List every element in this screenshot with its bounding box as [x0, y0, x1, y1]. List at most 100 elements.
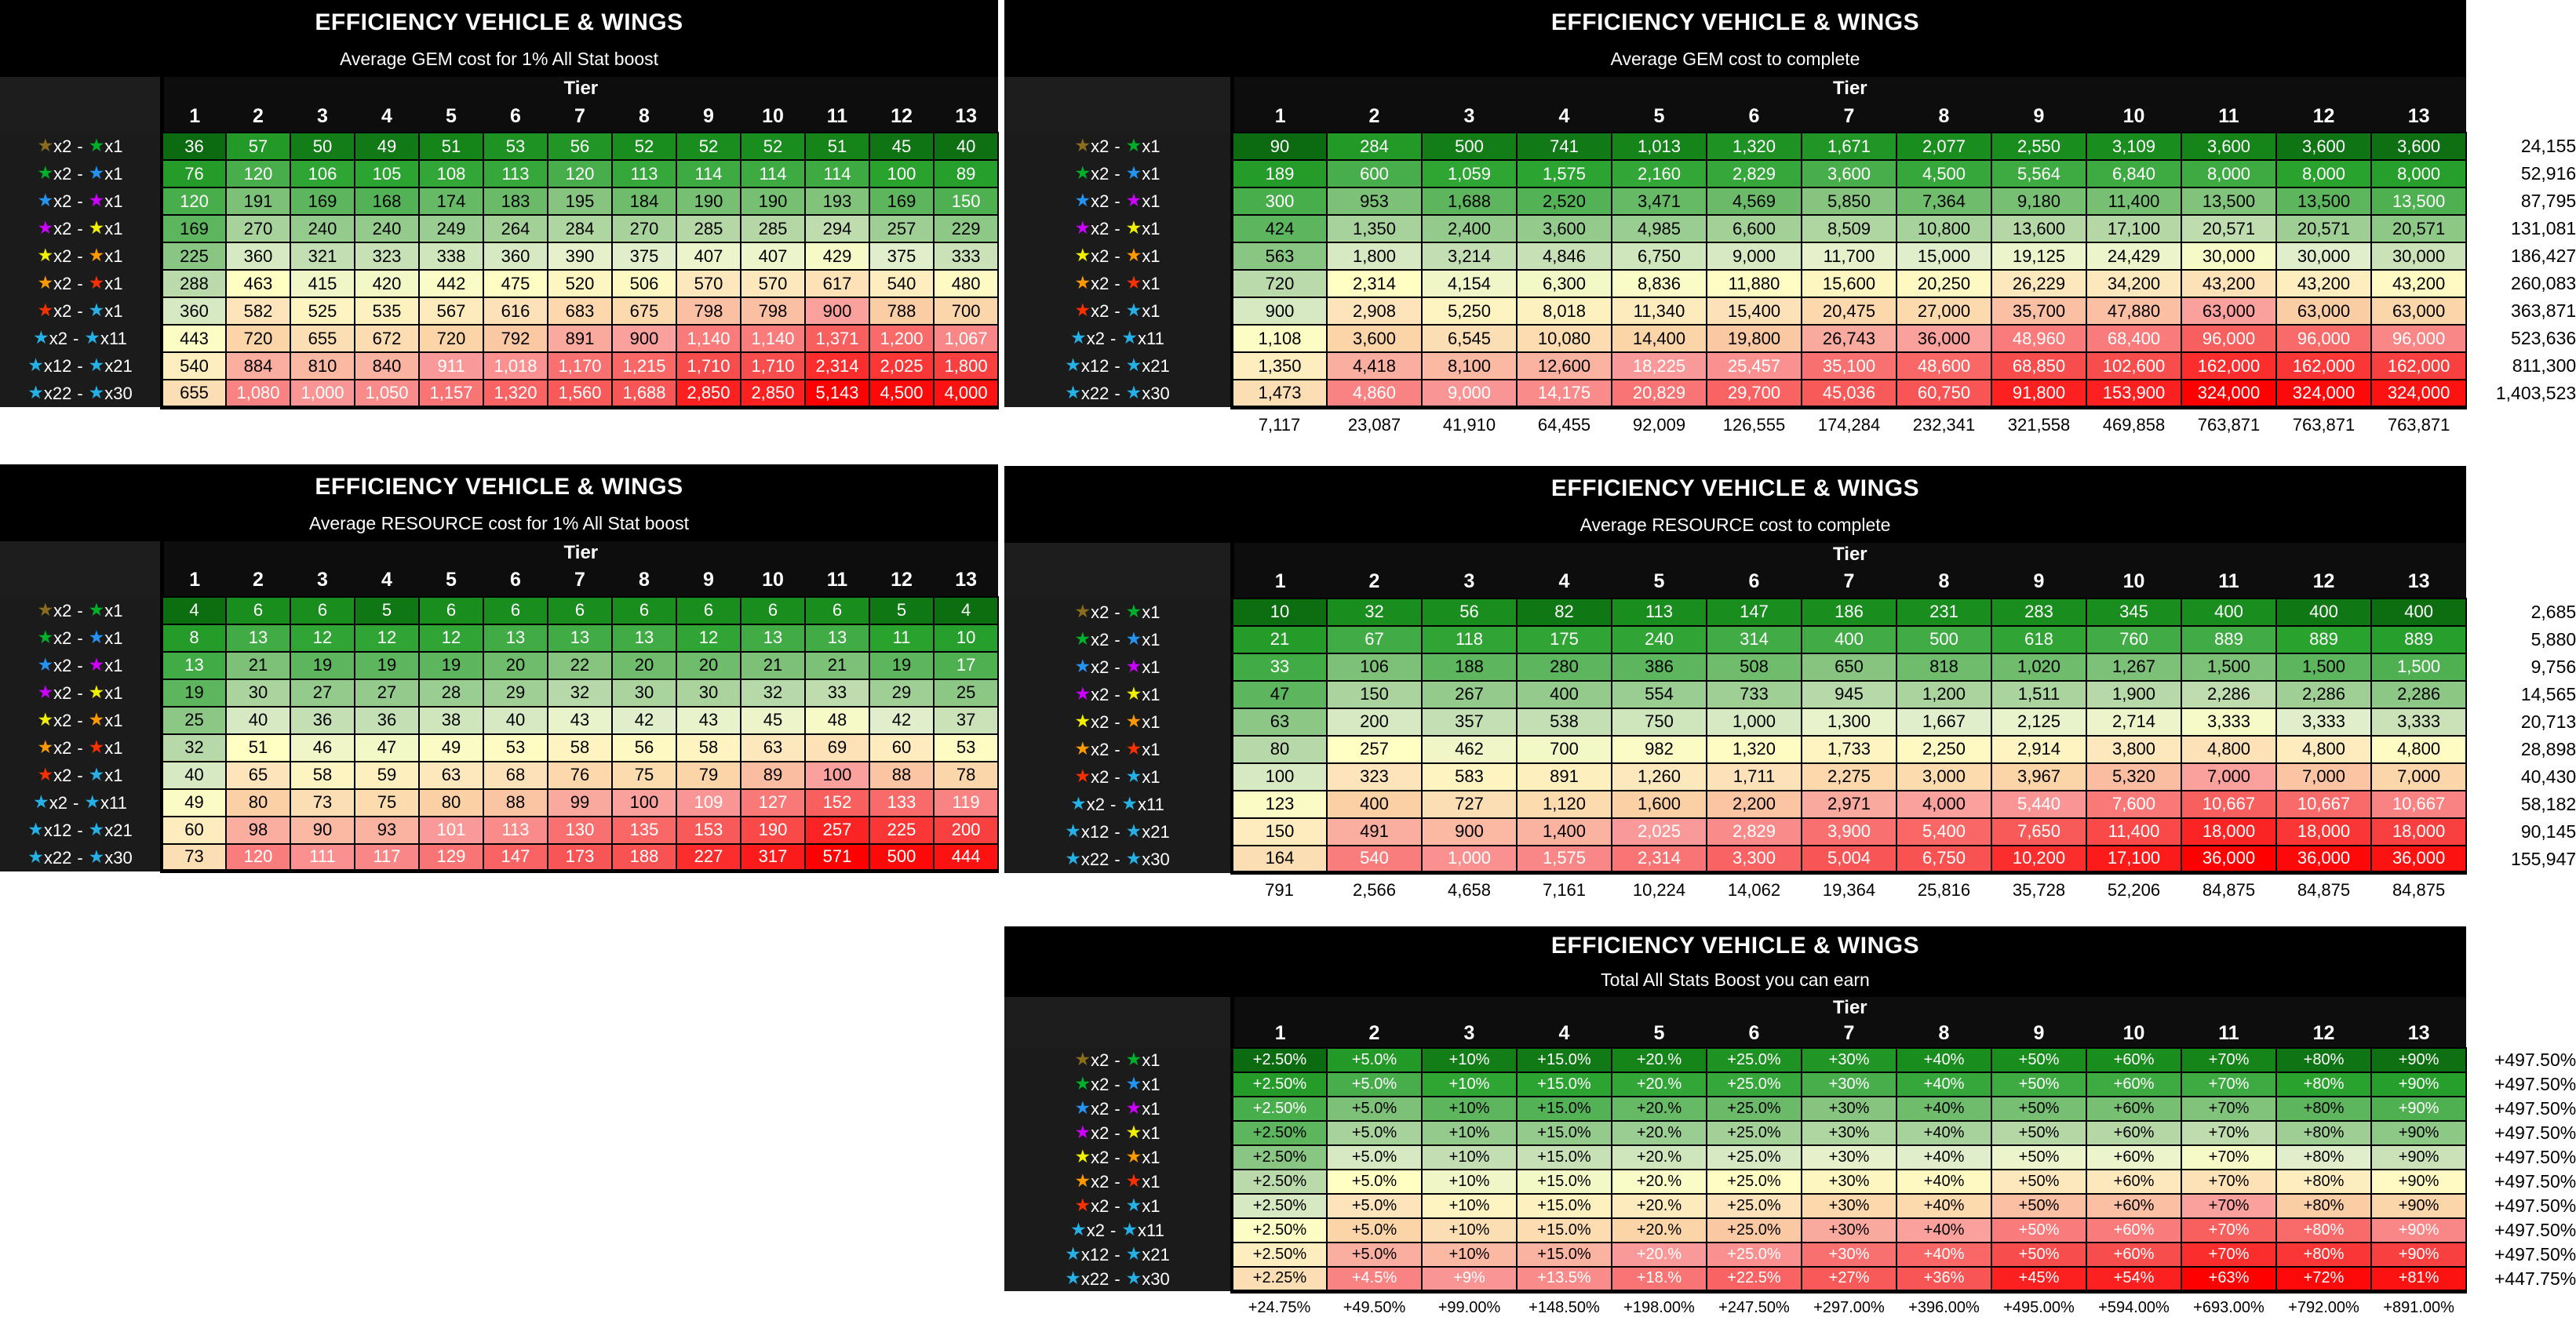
row-label: ★x2- ★x1 — [0, 270, 163, 297]
label-separator: - — [1114, 1172, 1120, 1192]
heat-cell: 5,320 — [2086, 762, 2182, 791]
heat-cell: 2,314 — [804, 351, 870, 380]
heat-cell: 675 — [611, 297, 677, 326]
star-multiplier: x2 — [53, 737, 72, 758]
heat-cell: 1,575 — [1516, 159, 1612, 188]
heat-cell: 20 — [676, 650, 741, 680]
tier-column-header: 6 — [1707, 100, 1802, 133]
heat-cell: +60% — [2086, 1047, 2182, 1073]
heat-cell: 400 — [1801, 624, 1897, 654]
star-icon: ★ — [37, 763, 54, 784]
label-separator: - — [77, 847, 83, 868]
heat-cell: 1,080 — [225, 379, 291, 409]
heat-cell: 80 — [418, 788, 484, 817]
heat-cell: 183 — [483, 187, 548, 216]
heat-cell: 45 — [869, 132, 935, 161]
heat-cell: 760 — [2086, 624, 2182, 654]
heat-cell: +30% — [1801, 1242, 1897, 1268]
star-multiplier: x1 — [1142, 766, 1160, 787]
star-multiplier: x1 — [104, 600, 123, 620]
totals-row-spacer — [1004, 407, 1232, 441]
star-multiplier: x2 — [1086, 329, 1106, 348]
row-label: ★x2- ★x1 — [0, 297, 163, 325]
heat-cell: +2.50% — [1231, 1217, 1328, 1243]
heat-cell: 294 — [804, 214, 870, 243]
heat-cell: 68,400 — [2086, 324, 2182, 353]
table-row: ★x2- ★x1 90 284 500 741 1,013 1,320 1,671 2,077 2,… — [1004, 132, 2576, 161]
heat-cell: 2,286 — [2275, 679, 2372, 709]
heat-cell: +90% — [2370, 1217, 2468, 1243]
heat-cell: 2,850 — [740, 379, 806, 409]
table-row: ★x2- ★x1 25 40 36 36 38 40 43 42 43 45 48 42 37 — [0, 705, 1000, 735]
heat-cell: +90% — [2370, 1072, 2468, 1097]
heat-cell: 6 — [225, 595, 291, 625]
heat-cell: 36,000 — [2370, 844, 2468, 875]
row-label: ★x2- ★x1 — [1004, 598, 1233, 626]
heat-cell: 462 — [1421, 734, 1518, 764]
star-multiplier: x1 — [1142, 684, 1160, 704]
row-total: 523,636 — [2466, 325, 2576, 352]
heat-cell: 6,300 — [1516, 269, 1612, 298]
heat-cell: 190 — [740, 815, 806, 845]
heat-cell: 162,000 — [2181, 351, 2277, 380]
heat-cell: 147 — [1706, 597, 1802, 627]
star-multiplier: x1 — [1142, 1075, 1160, 1094]
star-multiplier: x1 — [1142, 657, 1160, 677]
heat-cell: 68,850 — [1991, 351, 2087, 380]
tier-column-header: 11 — [805, 100, 869, 133]
star-icon: ★ — [88, 681, 105, 702]
heat-cell: 20,571 — [2275, 214, 2372, 243]
heat-cell: +50% — [1991, 1144, 2087, 1170]
column-total: +693.00% — [2181, 1291, 2276, 1323]
heat-cell: 162,000 — [2370, 351, 2468, 380]
heat-cell: 720 — [1231, 269, 1328, 298]
star-multiplier: x2 — [1091, 219, 1109, 238]
tier-column-header: 1 — [162, 564, 226, 597]
heat-cell: 193 — [804, 187, 870, 216]
row-total: +497.50% — [2466, 1072, 2576, 1097]
heat-cell: 9,000 — [1706, 242, 1802, 271]
heat-cell: +30% — [1801, 1047, 1897, 1073]
row-total: 90,145 — [2466, 817, 2576, 846]
heat-cell: 4,000 — [1896, 789, 1992, 819]
heat-cell: +60% — [2086, 1193, 2182, 1219]
heat-cell: 80 — [1231, 734, 1328, 764]
table-row: ★x2- ★x1 +2.50% +5.0% +10% +15.0% +20.% +25.0% +… — [1004, 1072, 2576, 1097]
table-row: ★x2- ★x1 189 600 1,059 1,575 2,160 2,829 3,600 4,… — [1004, 159, 2576, 188]
star-icon: ★ — [1121, 792, 1138, 813]
heat-cell: 900 — [611, 324, 677, 353]
star-icon: ★ — [1065, 382, 1081, 402]
star-icon: ★ — [88, 763, 105, 784]
heat-cell: 750 — [1611, 707, 1707, 737]
label-separator: - — [77, 765, 83, 785]
row-label: ★x2- ★x1 — [1004, 1121, 1233, 1145]
star-multiplier: x1 — [104, 765, 123, 785]
heat-cell: 2,908 — [1326, 297, 1423, 326]
res-complete-title: EFFICIENCY VEHICLE & WINGS — [1004, 465, 2466, 511]
table-row: ★x2- ★x1 225 360 321 323 338 360 390 375 407 407 429… — [0, 242, 1000, 271]
heat-cell: 119 — [932, 788, 1000, 817]
heat-cell: 1,215 — [611, 351, 677, 380]
heat-cell: 30 — [676, 678, 741, 708]
heat-cell: 73 — [290, 788, 355, 817]
tier-column-header: 4 — [1517, 1019, 1612, 1048]
stats-boost-subtitle: Total All Stats Boost you can earn — [1004, 967, 2466, 997]
heat-cell: 554 — [1611, 679, 1707, 709]
res-per-1pct-title: EFFICIENCY VEHICLE & WINGS — [0, 464, 998, 509]
heat-cell: 1,067 — [932, 324, 1000, 353]
tier-column-header: 1 — [162, 100, 226, 133]
star-multiplier: x2 — [53, 600, 72, 620]
star-multiplier: x1 — [1142, 164, 1160, 184]
star-multiplier: x1 — [104, 246, 123, 266]
heat-cell: 195 — [547, 187, 613, 216]
heat-cell: +90% — [2370, 1242, 2468, 1268]
star-icon: ★ — [88, 626, 105, 647]
heat-cell: 60 — [869, 733, 935, 762]
heat-cell: 42 — [611, 705, 677, 735]
heat-cell: 1,500 — [2275, 652, 2372, 682]
heat-cell: 400 — [2275, 597, 2372, 627]
table-row: ★x2- ★x1 13 21 19 19 19 20 22 20 20 21 21 19 17 — [0, 650, 1000, 680]
star-multiplier: x1 — [1142, 629, 1160, 649]
label-separator: - — [1114, 384, 1120, 403]
heat-cell: 168 — [354, 187, 420, 216]
